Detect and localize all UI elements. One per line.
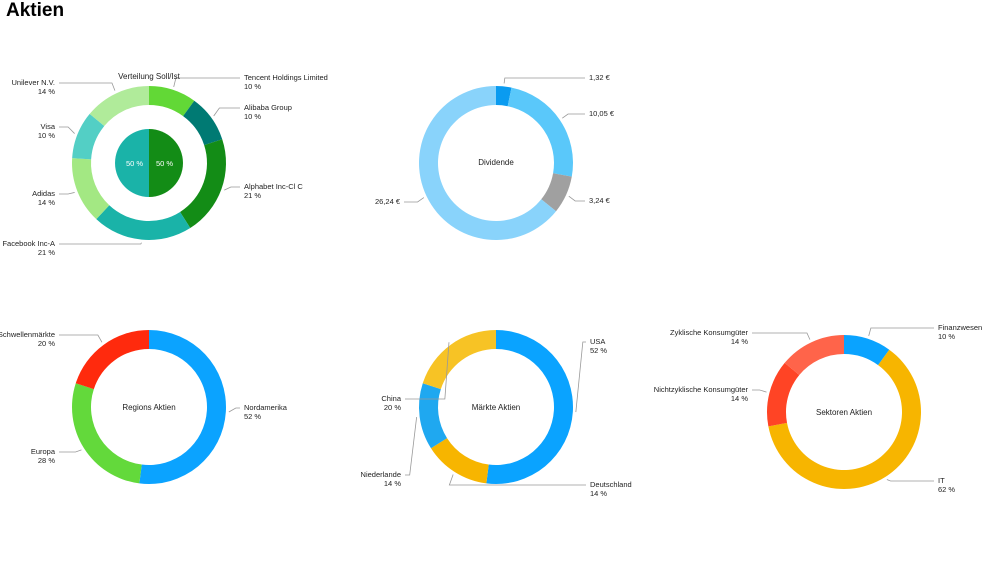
slice-label: Alphabet Inc-Cl C 21 % bbox=[244, 182, 303, 200]
donut-slice[interactable] bbox=[541, 173, 572, 212]
leader-line bbox=[575, 341, 586, 413]
slice-label: Tencent Holdings Limited 10 % bbox=[244, 73, 328, 91]
donut-slice[interactable] bbox=[422, 330, 496, 390]
chart-title: Sektoren Aktien bbox=[815, 408, 873, 417]
donut-slice[interactable] bbox=[767, 362, 800, 427]
leader-line bbox=[868, 327, 934, 337]
donut-slice[interactable] bbox=[418, 383, 448, 449]
slice-label: Schwellenmärkte 20 % bbox=[0, 330, 55, 348]
pie-slice[interactable] bbox=[115, 129, 149, 197]
inner-label: 50 % bbox=[156, 159, 174, 168]
donut-slice[interactable] bbox=[72, 113, 105, 160]
chart-title: Märkte Aktien bbox=[471, 403, 521, 412]
donut-slice[interactable] bbox=[784, 335, 844, 376]
leader-line bbox=[228, 407, 240, 413]
slice-label: Alibaba Group 10 % bbox=[244, 103, 292, 121]
slice-label: 1,32 € bbox=[589, 73, 610, 82]
slice-label: Unilever N.V. 14 % bbox=[11, 78, 56, 96]
chart-title: Verteilung Soll/Ist bbox=[118, 72, 180, 81]
donut-slice[interactable] bbox=[507, 87, 573, 177]
leader-line bbox=[59, 192, 75, 195]
slice-label: Niederlande 14 % bbox=[360, 470, 401, 488]
slice-label: IT 62 % bbox=[938, 476, 956, 494]
leader-line bbox=[568, 195, 585, 202]
slice-label: Deutschland 14 % bbox=[590, 480, 632, 498]
pie-slice[interactable] bbox=[149, 129, 183, 197]
slice-label: Nichtzyklische Konsumgüter 14 % bbox=[653, 385, 748, 403]
slice-label: Europa 28 % bbox=[30, 447, 55, 465]
leader-line bbox=[405, 342, 450, 400]
leader-line bbox=[562, 113, 585, 119]
slice-label: Adidas 14 % bbox=[32, 189, 55, 207]
leader-line bbox=[59, 242, 142, 245]
chart-title: Dividende bbox=[478, 158, 514, 167]
donut-slice[interactable] bbox=[149, 86, 195, 117]
leader-line bbox=[752, 332, 811, 340]
donut-slice[interactable] bbox=[180, 139, 226, 229]
donut-slice[interactable] bbox=[139, 330, 227, 484]
page-title: Aktien bbox=[6, 0, 65, 21]
leader-line bbox=[59, 449, 82, 453]
leader-line bbox=[404, 197, 425, 203]
leader-line bbox=[448, 474, 586, 486]
leader-line bbox=[886, 479, 934, 482]
slice-label: 3,24 € bbox=[589, 196, 610, 205]
slice-label: Visa 10 % bbox=[37, 122, 55, 140]
donut-slice[interactable] bbox=[75, 330, 149, 390]
leader-line bbox=[59, 82, 116, 91]
donut-slice[interactable] bbox=[844, 335, 890, 366]
chart-title: Regions Aktien bbox=[122, 403, 176, 412]
donut-slice[interactable] bbox=[96, 205, 191, 240]
leader-line bbox=[405, 416, 418, 476]
leader-line bbox=[173, 77, 240, 88]
slice-label: 10,05 € bbox=[589, 109, 615, 118]
donut-slice[interactable] bbox=[430, 438, 489, 484]
slice-label: Nordamerika 52 % bbox=[244, 403, 287, 421]
donut-slice[interactable] bbox=[183, 100, 223, 146]
leader-line bbox=[224, 186, 240, 191]
donut-slice[interactable] bbox=[496, 86, 512, 107]
leader-line bbox=[59, 126, 75, 134]
slice-label: China 20 % bbox=[381, 394, 401, 412]
donut-slice[interactable] bbox=[72, 383, 142, 484]
slice-label: Zyklische Konsumgüter 14 % bbox=[670, 328, 748, 346]
slice-label: 26,24 € bbox=[374, 197, 400, 206]
slice-label: USA 52 % bbox=[590, 337, 608, 355]
leader-line bbox=[503, 77, 585, 84]
leader-line bbox=[752, 389, 767, 393]
donut-slice[interactable] bbox=[72, 158, 110, 220]
leader-line bbox=[213, 107, 240, 117]
donut-slice[interactable] bbox=[89, 86, 149, 127]
inner-label: 50 % bbox=[126, 159, 144, 168]
slice-label: Facebook Inc-A 21 % bbox=[2, 239, 55, 257]
donut-slice[interactable] bbox=[486, 330, 574, 484]
slice-label: Finanzwesen 10 % bbox=[938, 323, 983, 341]
leader-line bbox=[59, 334, 103, 343]
